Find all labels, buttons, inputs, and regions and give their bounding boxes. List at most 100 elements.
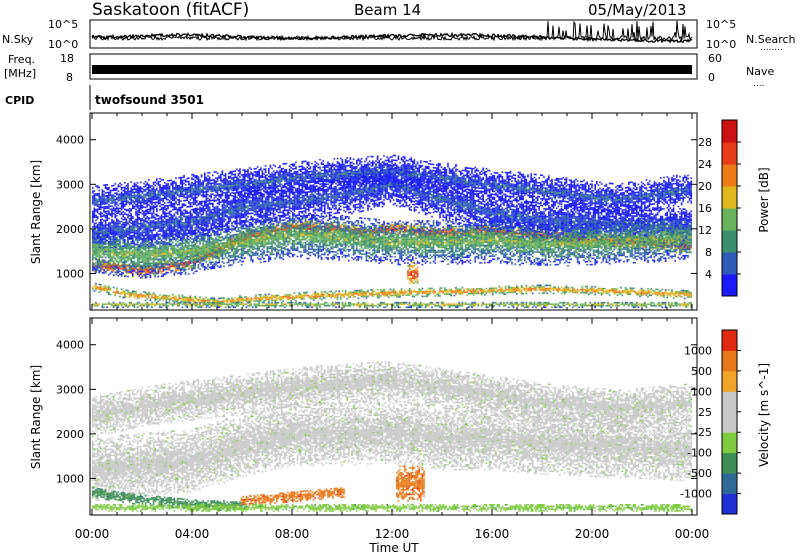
heatmap-cell [178,272,180,274]
heatmap-cell [106,233,108,235]
heatmap-cell [185,258,187,260]
heatmap-cell [172,189,174,191]
heatmap-cell [146,225,148,227]
heatmap-cell [121,233,123,235]
heatmap-cell [114,295,116,297]
heatmap-cell [103,243,105,245]
heatmap-cell [113,242,115,244]
heatmap-cell [159,230,161,232]
heatmap-cell [174,296,176,298]
heatmap-cell [129,302,131,304]
heatmap-cell [183,236,185,238]
heatmap-cell [204,249,206,251]
heatmap-cell [138,228,140,230]
heatmap-cell [122,219,124,221]
heatmap-cell [164,236,166,238]
heatmap-cell [97,288,99,290]
heatmap-cell [108,232,110,234]
heatmap-cell [97,193,99,195]
heatmap-cell [145,190,147,192]
heatmap-cell [132,218,134,220]
heatmap-cell [134,250,136,252]
heatmap-cell [94,305,96,307]
heatmap-cell [161,221,163,223]
heatmap-cell [122,199,124,201]
heatmap-cell [172,236,174,238]
heatmap-cell [156,228,158,230]
heatmap-cell [137,297,139,299]
heatmap-cell [103,231,105,233]
heatmap-cell [199,213,201,215]
heatmap-cell [97,303,99,305]
heatmap-cell [105,206,107,208]
heatmap-cell [180,178,182,180]
heatmap-cell [126,236,128,238]
heatmap-cell [103,286,105,288]
heatmap-cell [110,192,112,194]
heatmap-cell [202,243,204,245]
heatmap-cell [137,249,139,251]
heatmap-cell [198,264,200,266]
heatmap-cell [103,266,105,268]
heatmap-cell [166,228,168,230]
heatmap-cell [130,200,132,202]
heatmap-cell [172,294,174,296]
heatmap-cell [143,274,145,276]
heatmap-cell [132,201,134,203]
heatmap-cell [118,275,120,277]
heatmap-cell [156,262,158,264]
heatmap-cell [130,203,132,205]
heatmap-cell [122,265,124,267]
heatmap-cell [126,260,128,262]
heatmap-cell [100,207,102,209]
heatmap-cell [164,242,166,244]
heatmap-cell [92,262,94,264]
heatmap-cell [145,235,147,237]
heatmap-cell [207,186,209,188]
heatmap-cell [92,231,94,233]
heatmap-cell [207,224,209,226]
heatmap-cell [202,220,204,222]
heatmap-cell [146,255,148,257]
heatmap-cell [119,270,121,272]
heatmap-cell [186,198,188,200]
heatmap-cell [194,216,196,218]
heatmap-cell [150,205,152,207]
heatmap-cell [178,305,180,307]
heatmap-cell [113,225,115,227]
heatmap-cell [202,213,204,215]
heatmap-cell [193,210,195,212]
heatmap-cell [172,300,174,302]
heatmap-cell [202,244,204,246]
heatmap-cell [134,221,136,223]
heatmap-cell [100,289,102,291]
heatmap-cell [113,230,115,232]
heatmap-cell [110,257,112,259]
heatmap-cell [150,262,152,264]
heatmap-cell [204,302,206,304]
heatmap-cell [140,258,142,260]
heatmap-cell [151,188,153,190]
heatmap-cell [174,215,176,217]
heatmap-cell [138,239,140,241]
heatmap-cell [180,193,182,195]
heatmap-cell [126,266,128,268]
heatmap-cell [116,215,118,217]
heatmap-cell [170,272,172,274]
heatmap-cell [95,257,97,259]
heatmap-cell [167,186,169,188]
heatmap-cell [175,232,177,234]
heatmap-cell [100,199,102,201]
heatmap-cell [159,229,161,231]
heatmap-cell [177,224,179,226]
heatmap-cell [103,194,105,196]
heatmap-cell [111,201,113,203]
heatmap-cell [190,196,192,198]
heatmap-cell [98,190,100,192]
heatmap-cell [118,221,120,223]
heatmap-cell [140,235,142,237]
heatmap-cell [151,247,153,249]
heatmap-cell [193,302,195,304]
heatmap-cell [198,227,200,229]
heatmap-cell [154,199,156,201]
